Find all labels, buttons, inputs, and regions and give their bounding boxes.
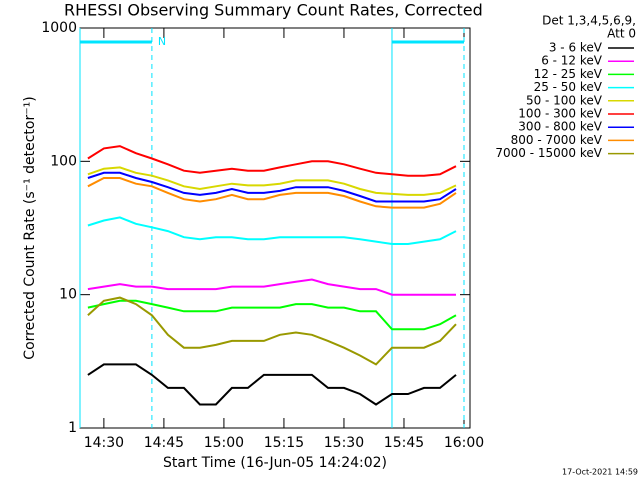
series-line — [87, 166, 457, 196]
y-tick-label: 1 — [68, 420, 77, 436]
legend-label: 6 - 12 keV — [541, 54, 603, 68]
x-tick-label: 15:15 — [264, 435, 304, 451]
x-tick-label: 14:45 — [144, 435, 184, 451]
series-line — [87, 216, 457, 245]
series-line — [87, 171, 457, 203]
series-line — [87, 363, 457, 406]
x-tick-label: 15:00 — [204, 435, 244, 451]
x-tick-label: 16:00 — [444, 435, 484, 451]
y-tick-label: 100 — [50, 153, 77, 169]
legend-label: 25 - 50 keV — [534, 80, 603, 94]
series-line — [87, 296, 457, 366]
x-tick-label: 15:30 — [324, 435, 364, 451]
x-tick-label: 15:45 — [384, 435, 424, 451]
series-line — [87, 177, 457, 209]
chart-title: RHESSI Observing Summary Count Rates, Co… — [64, 1, 483, 20]
y-tick-label: 1000 — [41, 20, 77, 36]
x-axis-label: Start Time (16-Jun-05 14:24:02) — [163, 455, 387, 471]
legend-label: 800 - 7000 keV — [511, 133, 603, 147]
y-axis-label: Corrected Count Rate (s⁻¹ detector⁻¹) — [22, 96, 38, 359]
date-stamp: 17-Oct-2021 14:59 — [562, 468, 638, 477]
legend-label: 50 - 100 keV — [526, 93, 603, 107]
legend-label: 12 - 25 keV — [534, 67, 603, 81]
series-line — [87, 299, 457, 331]
legend-label: 100 - 300 keV — [518, 107, 602, 121]
saa-flag: N — [158, 35, 166, 48]
legend-label: 7000 - 15000 keV — [495, 146, 602, 160]
detector-note: Det 1,3,4,5,6,9, — [542, 14, 636, 28]
series-line — [87, 278, 456, 296]
attenuator-note: Att 0 — [607, 27, 636, 41]
series-line — [87, 145, 457, 177]
y-tick-label: 10 — [59, 287, 77, 303]
legend-label: 300 - 800 keV — [518, 120, 602, 134]
x-tick-label: 14:30 — [84, 435, 124, 451]
legend-label: 3 - 6 keV — [549, 41, 603, 55]
